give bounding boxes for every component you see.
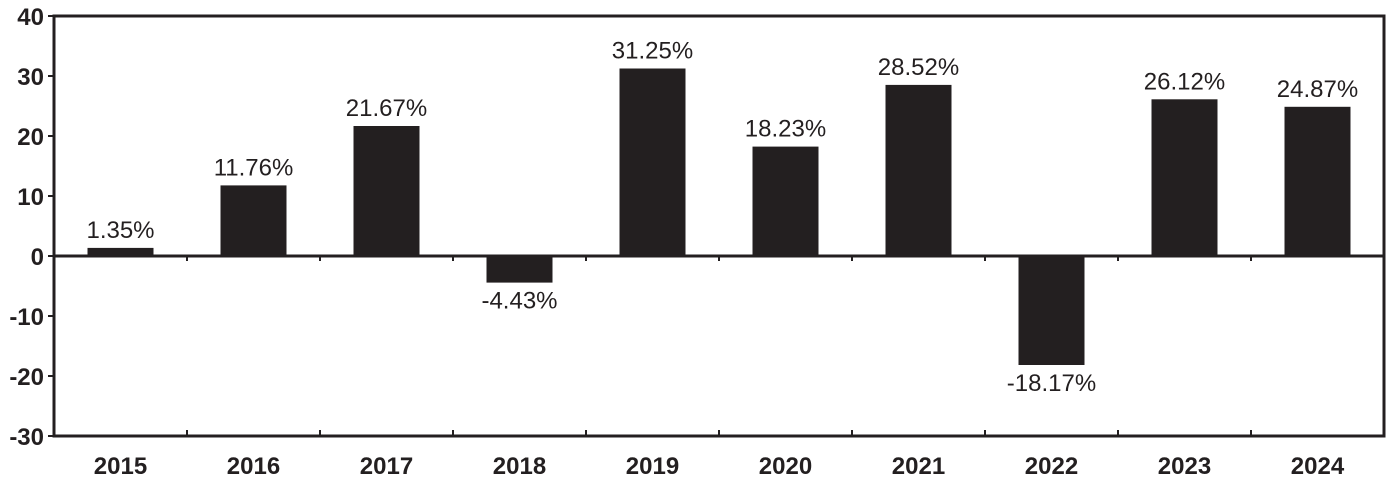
x-tick-label-2018: 2018 (493, 453, 546, 480)
x-tick-label-2019: 2019 (626, 453, 679, 480)
data-label-2019: 31.25% (612, 38, 693, 65)
data-label-2022: -18.17% (1007, 370, 1096, 397)
y-tick-label--30: -30 (9, 424, 44, 451)
data-label-2016: 11.76% (214, 154, 294, 181)
y-tick-label-0: 0 (31, 244, 44, 271)
y-tick-label--20: -20 (9, 364, 44, 391)
x-tick-label-2022: 2022 (1025, 453, 1078, 480)
data-label-2024: 24.87% (1277, 76, 1358, 103)
x-tick-label-2016: 2016 (227, 453, 280, 480)
x-tick-label-2024: 2024 (1291, 453, 1345, 480)
data-label-2017: 21.67% (346, 95, 427, 122)
x-tick-label-2021: 2021 (892, 453, 945, 480)
data-label-2015: 1.35% (86, 217, 154, 244)
bar-2019 (619, 68, 686, 256)
axes-group (48, 14, 1386, 438)
x-tick-label-2017: 2017 (360, 453, 413, 480)
data-label-2020: 18.23% (745, 116, 826, 143)
bar-2023 (1151, 99, 1218, 256)
data-label-2021: 28.52% (878, 54, 959, 81)
bar-2024 (1284, 106, 1351, 256)
y-tick-label-30: 30 (17, 64, 44, 91)
y-tick-label--10: -10 (9, 304, 44, 331)
x-tick-label-2020: 2020 (759, 453, 812, 480)
y-tick-label-20: 20 (17, 124, 44, 151)
bars-group (87, 68, 1351, 365)
x-tick-label-2023: 2023 (1158, 453, 1211, 480)
bar-2016 (220, 185, 287, 256)
bar-2017 (353, 126, 420, 256)
data-label-2018: -4.43% (481, 288, 557, 315)
bar-2021 (885, 84, 952, 257)
bar-2022 (1018, 256, 1085, 365)
y-tick-label-40: 40 (17, 4, 44, 31)
x-tick-label-2015: 2015 (94, 453, 147, 480)
bar-2015 (87, 247, 154, 256)
bar-2020 (752, 146, 819, 256)
bar-2018 (486, 256, 553, 283)
data-label-2023: 26.12% (1144, 68, 1225, 95)
y-tick-label-10: 10 (17, 184, 44, 211)
labels-group: 1.35% 2015 11.76% 2016 21.67% 2017 -4.43% 2018 3… (9, 4, 1358, 480)
